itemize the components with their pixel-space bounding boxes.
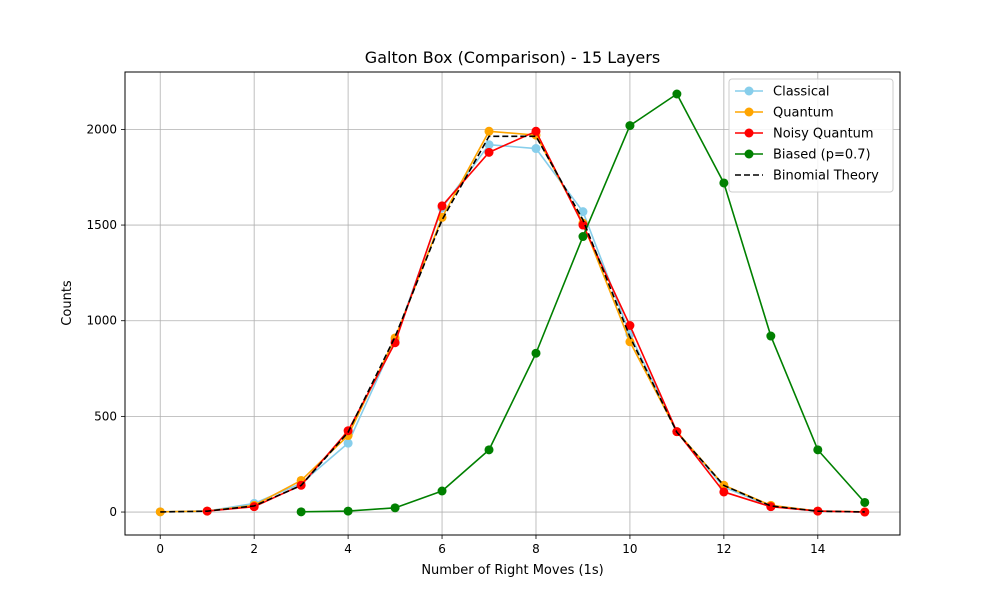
data-point-biased-p-0-7 — [813, 445, 823, 455]
y-tick-label: 1000 — [86, 314, 117, 328]
y-tick-label: 1500 — [86, 218, 117, 232]
data-point-classical — [343, 438, 353, 448]
chart-title: Galton Box (Comparison) - 15 Layers — [365, 48, 660, 67]
data-point-biased-p-0-7 — [719, 178, 729, 188]
x-tick-label: 4 — [344, 542, 352, 556]
x-tick-label: 12 — [716, 542, 731, 556]
data-point-quantum — [484, 126, 494, 136]
legend: Classical Quantum Noisy Quantum Biased (p=0… — [728, 78, 894, 193]
legend-swatch-marker-quantum — [744, 107, 754, 117]
x-tick-label: 8 — [532, 542, 540, 556]
data-point-biased-p-0-7 — [860, 497, 870, 507]
legend-swatch-marker-noisy-quantum — [744, 128, 754, 138]
data-point-biased-p-0-7 — [672, 89, 682, 99]
data-point-noisy-quantum — [860, 507, 870, 517]
y-tick-label: 2000 — [86, 122, 117, 136]
data-point-noisy-quantum — [437, 201, 447, 211]
data-point-biased-p-0-7 — [484, 445, 494, 455]
series-line-quantum — [160, 130, 865, 513]
data-point-noisy-quantum — [719, 487, 729, 497]
y-tick-label: 0 — [109, 505, 117, 519]
data-point-noisy-quantum — [531, 126, 541, 136]
legend-swatch-marker-biased-p-0-7 — [744, 149, 754, 159]
x-tick-label: 14 — [810, 542, 825, 556]
series-biased-p-0-7 — [296, 89, 870, 517]
x-tick-label: 0 — [156, 542, 164, 556]
x-tick-label: 10 — [622, 542, 637, 556]
legend-entry-noisy-quantum: Noisy Quantum — [773, 127, 874, 142]
series-line-binomial-theory — [160, 135, 865, 513]
data-point-classical — [484, 140, 494, 150]
legend-entry-biased-p-0-7: Biased (p=0.7) — [773, 148, 871, 163]
y-tick-label: 500 — [94, 409, 117, 423]
x-tick-label: 6 — [438, 542, 446, 556]
axis-ticks: 0 2 4 6 8 10 12 14 0 500 1000 1500 2000 — [86, 122, 825, 556]
data-point-biased-p-0-7 — [390, 503, 400, 513]
x-axis-label: Number of Right Moves (1s) — [421, 563, 603, 578]
legend-box — [728, 78, 894, 193]
data-point-biased-p-0-7 — [578, 232, 588, 242]
x-tick-label: 2 — [250, 542, 258, 556]
legend-entry-binomial-theory: Binomial Theory — [773, 169, 879, 184]
data-point-biased-p-0-7 — [437, 486, 447, 496]
legend-entry-quantum: Quantum — [773, 106, 834, 121]
series-binomial-theory — [160, 135, 865, 513]
legend-swatch-marker-classical — [744, 86, 754, 96]
data-point-biased-p-0-7 — [625, 121, 635, 131]
data-point-biased-p-0-7 — [296, 507, 306, 517]
y-axis-label: Counts — [60, 280, 75, 326]
data-point-quantum — [155, 507, 165, 517]
data-point-biased-p-0-7 — [343, 506, 353, 516]
data-point-noisy-quantum — [484, 147, 494, 157]
data-point-classical — [531, 144, 541, 154]
legend-entry-classical: Classical — [773, 85, 830, 100]
data-point-noisy-quantum — [625, 321, 635, 331]
series-layer — [155, 89, 870, 517]
data-point-biased-p-0-7 — [531, 348, 541, 358]
data-point-classical — [578, 207, 588, 217]
data-point-quantum — [625, 337, 635, 347]
data-point-biased-p-0-7 — [766, 331, 776, 341]
plot-area-frame — [124, 71, 901, 536]
